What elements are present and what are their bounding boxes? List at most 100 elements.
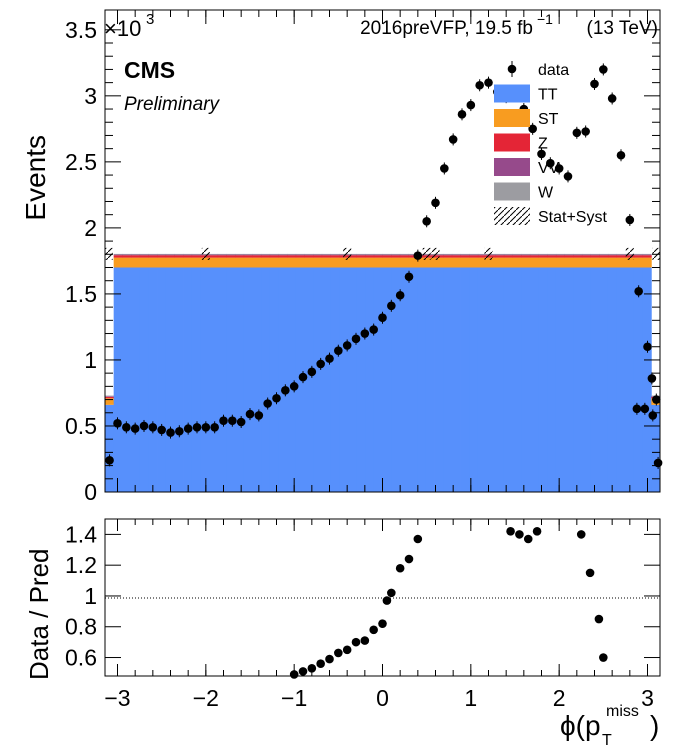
lumi-label: 2016preVFP, 19.5 fb [360, 18, 533, 39]
data-point-13 [219, 416, 228, 425]
bar-st-16 [243, 257, 253, 268]
ratio-point-5 [334, 648, 343, 658]
data-point-38 [440, 164, 449, 173]
bar-tt-18 [261, 267, 271, 492]
bar-w-34 [399, 253, 409, 255]
y-tick-label-6: 3 [84, 83, 97, 109]
ratio-y-tick-label-3: 1.2 [65, 552, 97, 578]
bar-z-51 [547, 255, 557, 258]
ratio-point-15 [413, 534, 423, 544]
ratio-y-tick-label-4: 1.4 [65, 521, 97, 547]
legend-swatch-hatch [494, 207, 530, 225]
data-point-9 [183, 424, 193, 433]
bar-vv-45 [495, 254, 505, 256]
data-point-60 [634, 286, 643, 296]
bar-st-28 [347, 257, 357, 268]
data-point-48 [528, 124, 537, 134]
bar-w-48 [521, 253, 531, 255]
bar-vv-49 [529, 254, 539, 256]
ratio-point-17 [515, 530, 524, 539]
x-axis-title-close: ) [650, 710, 659, 741]
bar-w-30 [365, 253, 375, 255]
data-point-33 [395, 290, 405, 300]
bar-st-31 [373, 257, 383, 268]
ratio-point-8 [360, 636, 370, 645]
bar-w-61 [633, 253, 644, 255]
data-point-55 [590, 79, 599, 89]
bar-w-7 [165, 253, 175, 255]
bar-tt-54 [573, 267, 583, 492]
bar-vv-43 [477, 254, 487, 256]
bar-tt-52 [555, 267, 566, 492]
bar-w-41 [460, 253, 470, 255]
bar-vv-51 [547, 254, 557, 256]
bar-st-5 [148, 257, 158, 268]
bar-z-23 [304, 255, 314, 258]
ratio-point-18 [523, 534, 533, 544]
data-point-32 [387, 301, 396, 311]
bar-z-5 [148, 255, 158, 258]
x-tick-label-4: 1 [464, 685, 477, 711]
data-point-59 [625, 215, 635, 225]
legend-label-data: data [538, 62, 569, 79]
ratio-y-axis: 0.6 0.8 1 1.2 1.4 [65, 521, 660, 671]
bar-z-42 [469, 255, 479, 258]
x-tick-label-0: −3 [104, 685, 130, 711]
bar-vv-12 [209, 254, 219, 256]
bar-tt-63 [651, 404, 661, 492]
bar-st-20 [278, 257, 288, 268]
bar-tt-8 [174, 267, 184, 492]
data-point-62 [647, 374, 657, 383]
bar-z-32 [382, 255, 392, 258]
bar-st-34 [399, 257, 409, 268]
bar-w-39 [443, 253, 453, 255]
legend-swatch-tt [494, 84, 530, 103]
bar-z-20 [278, 255, 288, 258]
bar-z-57 [599, 255, 609, 258]
bar-z-28 [347, 255, 357, 258]
data-point-24 [316, 359, 325, 369]
bar-st-19 [269, 257, 279, 268]
bar-tt-34 [399, 267, 409, 492]
bar-st-12 [209, 257, 219, 268]
bar-z-8 [174, 255, 184, 258]
bar-z-56 [590, 255, 600, 258]
bar-tt-53 [564, 267, 574, 492]
bar-st-51 [547, 257, 557, 268]
ratio-points [289, 527, 608, 679]
bar-vv-35 [408, 254, 418, 256]
data-point-34 [404, 272, 414, 282]
bar-st-35 [408, 257, 418, 268]
ratio-point-10 [378, 619, 387, 628]
bar-z-7 [165, 255, 175, 258]
bar-z-46 [503, 255, 513, 258]
bar-vv-0 [105, 396, 115, 397]
bar-tt-26 [330, 267, 340, 492]
bar-tt-11 [200, 267, 210, 492]
bar-z-34 [399, 255, 409, 258]
bar-vv-28 [347, 254, 357, 256]
data-point-5 [148, 422, 158, 432]
data-point-12 [210, 422, 219, 432]
bar-tt-16 [243, 267, 253, 492]
bar-st-56 [590, 257, 600, 268]
bar-tt-45 [495, 267, 505, 492]
ratio-point-6 [342, 645, 352, 655]
ratio-y-tick-label-2: 1 [84, 583, 97, 609]
bar-vv-52 [555, 254, 566, 256]
bar-vv-7 [165, 254, 175, 256]
bar-tt-25 [321, 267, 331, 492]
bar-tt-13 [217, 267, 227, 492]
bar-w-42 [469, 253, 479, 255]
bar-vv-19 [269, 254, 279, 256]
bar-w-1 [113, 253, 123, 255]
bar-w-59 [616, 253, 626, 255]
y-tick-label-3: 1.5 [65, 281, 97, 307]
bar-vv-62 [642, 254, 652, 256]
bar-st-48 [521, 257, 531, 268]
bar-w-4 [139, 253, 149, 255]
data-point-35 [413, 251, 423, 260]
bar-tt-37 [425, 267, 435, 492]
bar-z-18 [261, 255, 271, 258]
bar-st-13 [217, 257, 227, 268]
